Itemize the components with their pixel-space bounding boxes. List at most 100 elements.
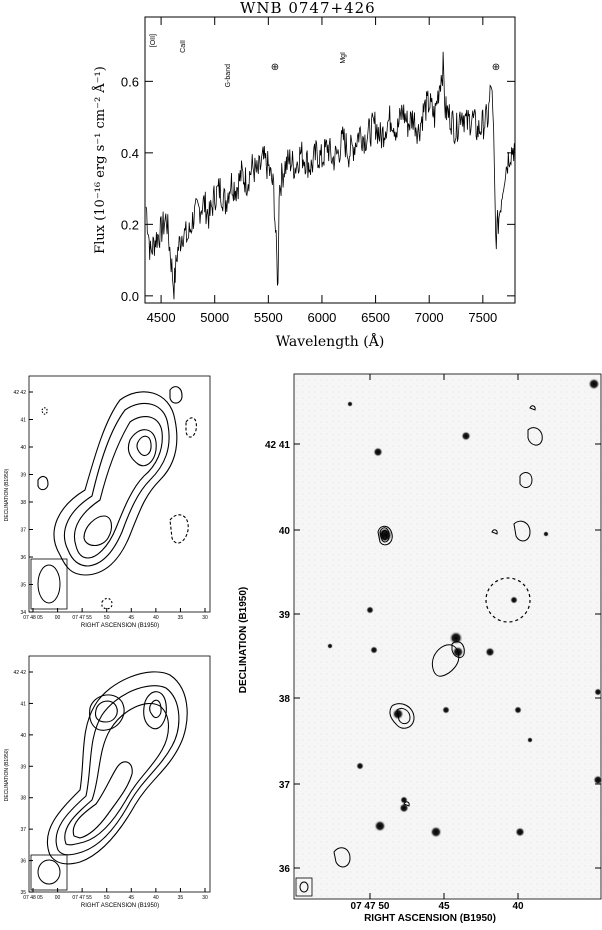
map2-ra-label: RIGHT ASCENSION (B1950) [81, 903, 159, 909]
x-tick-label: 7000 [415, 310, 444, 325]
optical-ra-label: RIGHT ASCENSION (B1950) [364, 913, 496, 924]
x-tick-label: 6500 [361, 310, 390, 325]
optical-dec-label: DECLINATION (B1950) [238, 587, 249, 694]
dec-tick-label: 36 [20, 555, 26, 561]
spectrum-panel: WNB 0747+426 4500 5000 5500 6000 6500 7000 750… [0, 0, 602, 350]
beam-box [30, 558, 68, 610]
line-label-oii: [OII] [150, 34, 157, 47]
ra-tick-label: 07 48 05 [23, 895, 43, 901]
dec-tick-label: 41 [20, 701, 26, 707]
star [374, 820, 386, 832]
star [543, 531, 549, 537]
dec-tick-label: 35 [20, 583, 26, 589]
dec-tick-label: 39 [20, 764, 26, 770]
ra-tick-label: 50 [104, 895, 110, 901]
line-label-gband: G-band [225, 64, 232, 87]
spectrum-ylabel: Flux (10⁻¹⁶ erg s⁻¹ cm⁻² Å⁻¹) [92, 66, 108, 254]
dec-tick-label: 39 [20, 473, 26, 479]
dec-tick-label: 34 [20, 610, 26, 616]
ra-tick-label: 30 [202, 615, 208, 621]
line-label-mgi: MgI [340, 52, 347, 64]
star [400, 796, 408, 804]
dec-tick-label: 37 [20, 827, 26, 833]
star [373, 447, 383, 457]
dec-tick-label: 37 [20, 528, 26, 534]
dec-tick-label: 35 [20, 890, 26, 896]
ra-tick-label: 45 [129, 895, 135, 901]
dec-tick-label: 38 [20, 796, 26, 802]
star [527, 737, 533, 743]
star [347, 401, 353, 407]
beam-ellipse [37, 564, 61, 604]
contours [37, 386, 197, 610]
dec-tick-label: 42 41 [265, 440, 290, 451]
radio-map-1: 42 42 41 40 39 38 37 36 35 34 07 48 05 00 07 47 55… [0, 370, 225, 640]
telluric-icon: ⊕ [492, 62, 500, 73]
spectrum-plot: 4500 5000 5500 6000 6500 7000 7500 0.0 0.2 0.4 0.… [92, 16, 516, 350]
optical-map-svg: 42 41 40 39 38 37 36 07 47 50 45 40 RIGHT ASCEN… [238, 373, 602, 924]
target-circle [485, 577, 531, 623]
beam-box [295, 877, 313, 897]
dec-tick-label: 42 42 [13, 670, 26, 676]
ra-tick-label: 40 [153, 615, 159, 621]
x-tick-label: 5000 [200, 310, 229, 325]
map-frame [28, 375, 211, 613]
ra-tick-label: 45 [129, 615, 135, 621]
dec-tick-label: 41 [20, 418, 26, 424]
ra-tick-label: 07 47 50 [351, 901, 390, 912]
y-tick-label: 0.6 [121, 74, 139, 89]
ra-tick-label: 07 48 05 [23, 615, 43, 621]
dec-tick-label: 36 [20, 859, 26, 865]
star [461, 431, 471, 441]
contours [46, 671, 188, 865]
ra-tick-label: 35 [178, 615, 184, 621]
star [588, 378, 600, 390]
ra-tick-label: 35 [178, 895, 184, 901]
ra-tick-label: 07 47 55 [72, 615, 92, 621]
x-tick-label: 4500 [147, 310, 176, 325]
ra-tick-label: 30 [202, 895, 208, 901]
ra-tick-label: 00 [55, 895, 61, 901]
spectrum-title: WNB 0747+426 [240, 0, 376, 17]
radio-map-2-svg: 42 42 41 40 39 38 37 36 35 07 48 05 00 07 47 55 50… [4, 655, 211, 909]
ra-tick-label: 40 [153, 895, 159, 901]
dec-tick-label: 38 [20, 500, 26, 506]
star [366, 606, 374, 614]
dec-tick-label: 40 [20, 445, 26, 451]
x-tick-label: 5500 [254, 310, 283, 325]
dec-tick-label: 40 [20, 733, 26, 739]
x-tick-label: 7500 [468, 310, 497, 325]
dec-tick-label: 36 [279, 864, 291, 875]
ra-tick-label: 45 [438, 901, 450, 912]
y-tick-label: 0.4 [121, 146, 139, 161]
ra-tick-label: 40 [512, 901, 524, 912]
spectrum-line [145, 51, 516, 300]
y-tick-label: 0.2 [121, 217, 139, 232]
x-tick-label: 6000 [307, 310, 336, 325]
map1-dec-label: DECLINATION (B1950) [4, 468, 10, 521]
star [510, 596, 518, 604]
star [370, 646, 378, 654]
ra-tick-label: 00 [55, 615, 61, 621]
optical-overlay-map: 42 41 40 39 38 37 36 07 47 50 45 40 RIGHT ASCEN… [230, 360, 602, 925]
spectrum-xlabel: Wavelength (Å) [276, 332, 385, 350]
star [593, 775, 602, 785]
overlay-contours [333, 405, 543, 868]
spectrum-frame [144, 16, 516, 304]
telluric-icon: ⊕ [271, 62, 279, 73]
ra-tick-label: 07 47 55 [72, 895, 92, 901]
map-frame [28, 655, 211, 893]
dec-tick-label: 39 [279, 610, 291, 621]
y-tick-label: 0.0 [121, 289, 139, 304]
star [515, 827, 525, 837]
line-label-caii: CaII [180, 40, 187, 53]
star [430, 826, 442, 838]
map1-ra-label: RIGHT ASCENSION (B1950) [81, 623, 159, 629]
dec-tick-label: 37 [279, 780, 291, 791]
dec-tick-label: 40 [279, 526, 291, 537]
beam-box [30, 854, 68, 891]
ra-tick-label: 50 [104, 615, 110, 621]
star [442, 706, 450, 714]
beam-ellipse [299, 881, 309, 893]
radio-map-1-svg: 42 42 41 40 39 38 37 36 35 34 07 48 05 00 07 47 55… [4, 375, 211, 629]
